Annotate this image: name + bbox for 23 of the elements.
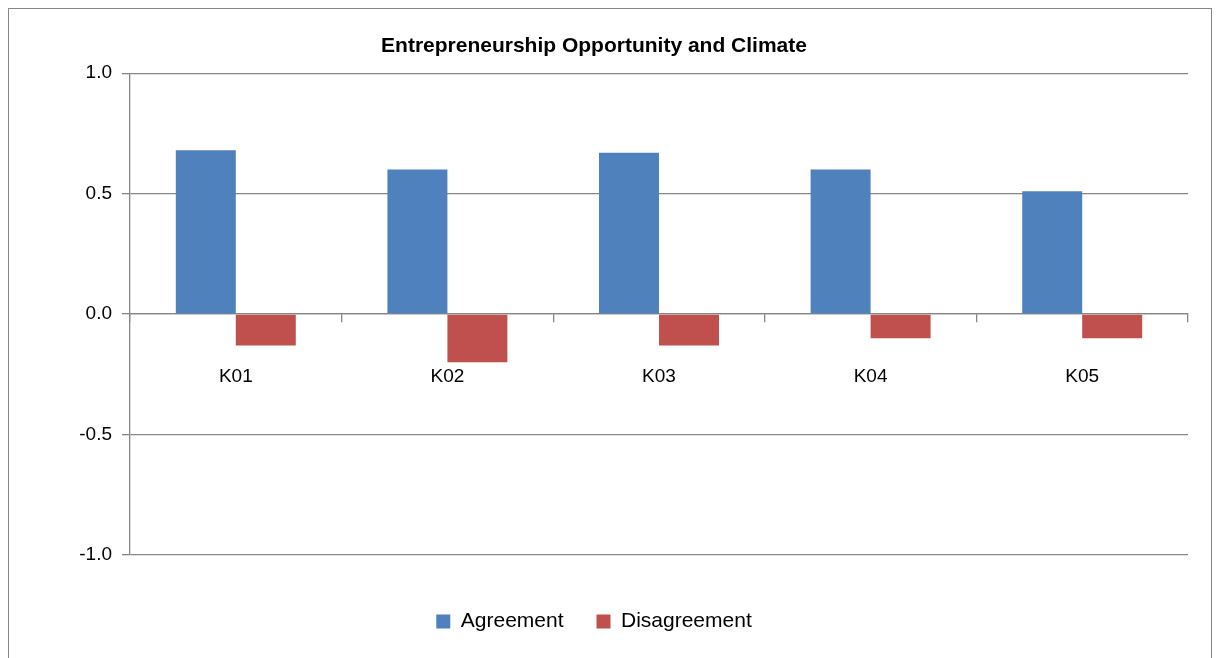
y-tick-label: -0.5 <box>79 422 112 444</box>
bar <box>1082 314 1143 339</box>
legend-label: Agreement <box>460 608 564 632</box>
chart-title: Entrepreneurship Opportunity and Climate <box>381 33 807 57</box>
x-tick-label: K01 <box>218 364 253 386</box>
x-tick-label: K05 <box>1065 364 1100 386</box>
bar <box>1022 191 1083 314</box>
bar <box>235 314 296 346</box>
y-tick-label: 0.0 <box>85 302 112 324</box>
legend-label: Disagreement <box>621 608 752 632</box>
x-tick-label: K04 <box>853 364 888 386</box>
bar <box>175 150 236 314</box>
bar <box>447 314 508 363</box>
bar <box>387 169 448 314</box>
bar <box>599 152 659 314</box>
y-tick-label: 1.0 <box>85 61 112 83</box>
x-tick-label: K03 <box>642 364 676 386</box>
x-tick-label: K02 <box>430 364 465 386</box>
bar <box>659 314 719 346</box>
bar <box>870 314 931 339</box>
y-tick-label: -1.0 <box>79 543 112 565</box>
bar <box>810 169 871 314</box>
y-tick-label: 0.5 <box>85 181 112 203</box>
